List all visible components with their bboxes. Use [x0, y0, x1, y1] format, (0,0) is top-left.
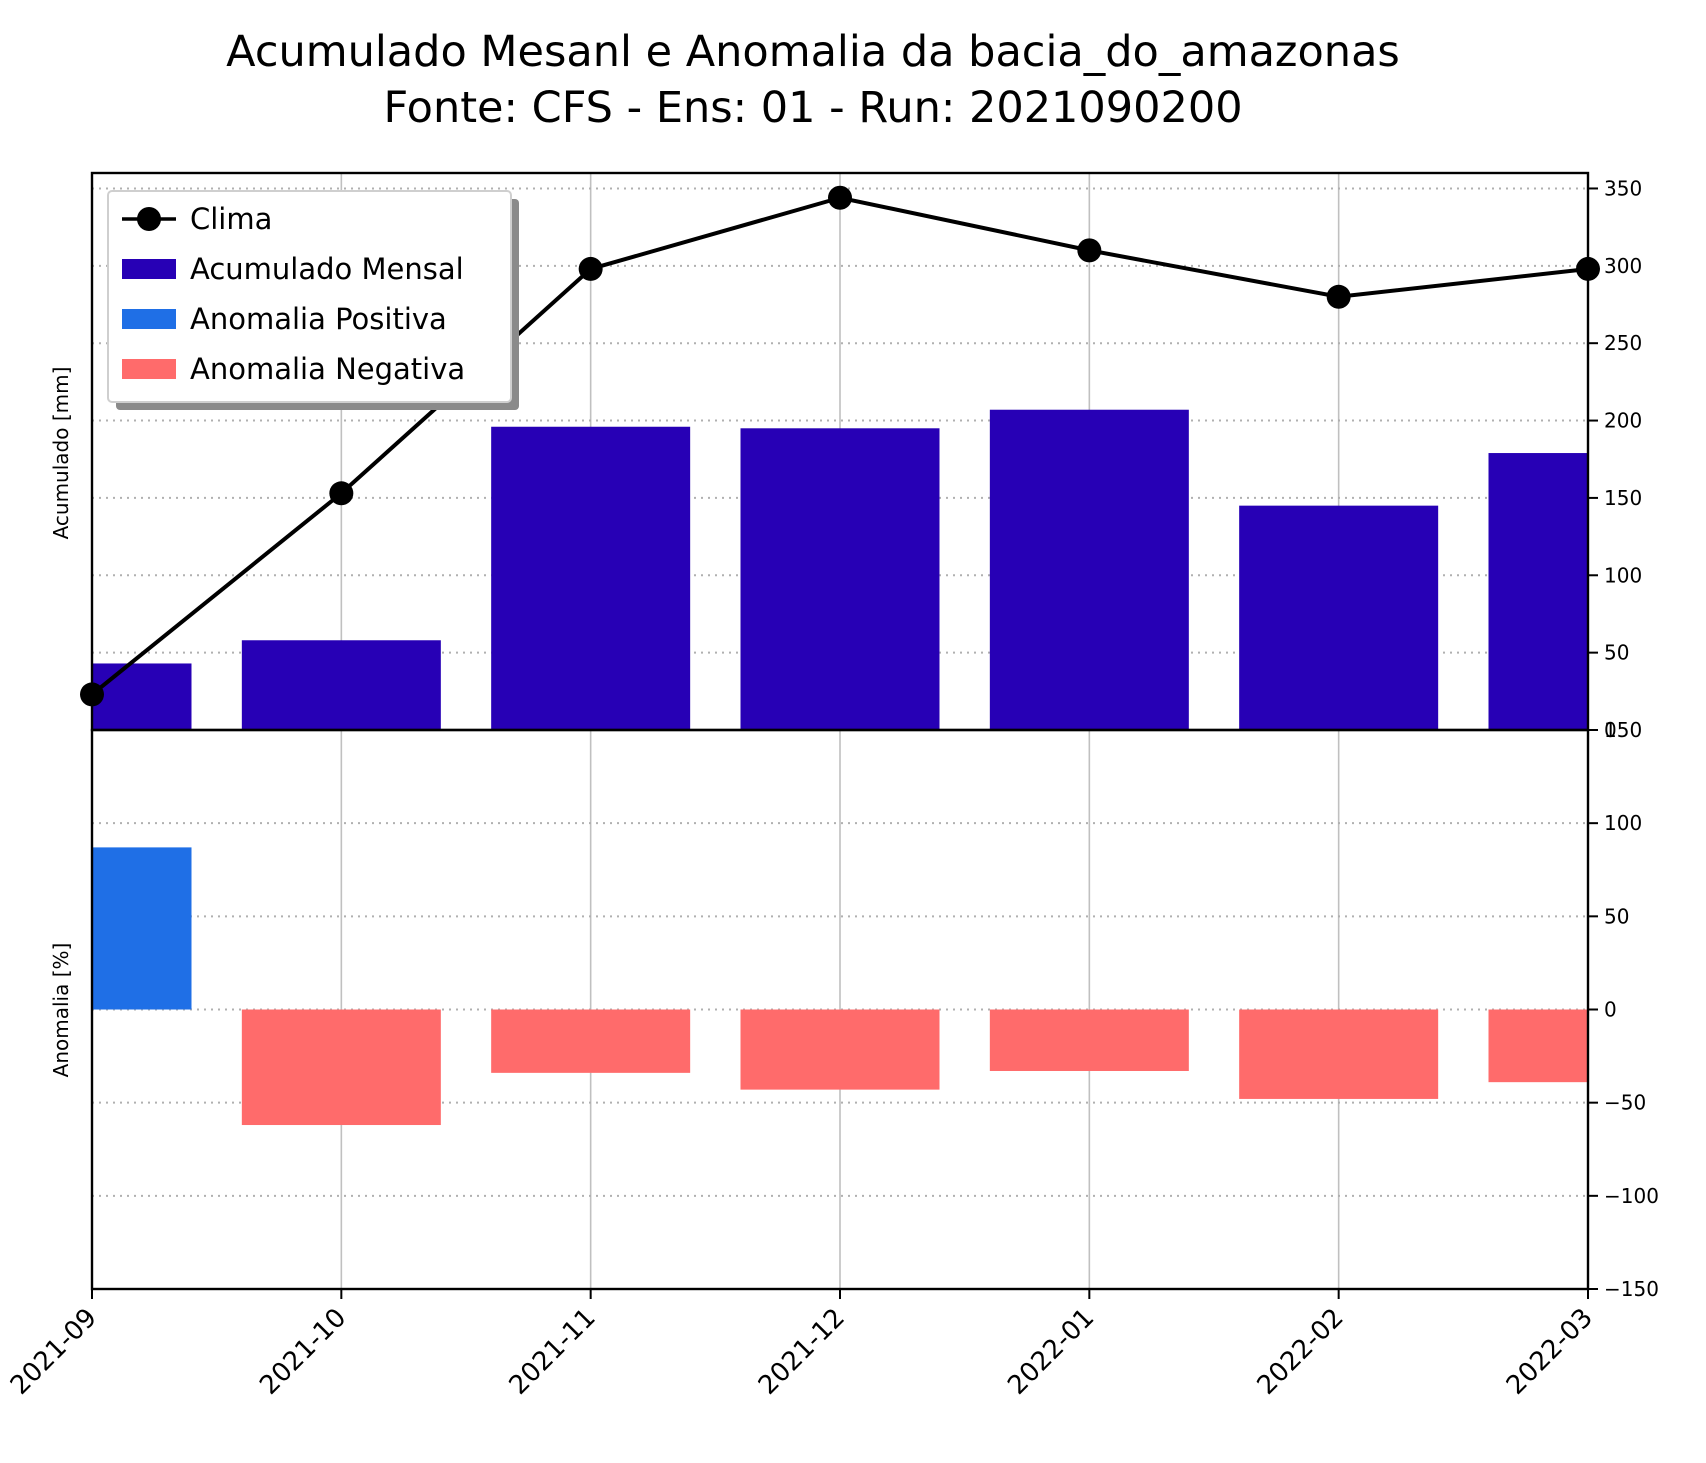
- legend-swatch: [122, 359, 176, 379]
- clima-point: [1077, 238, 1102, 263]
- acumulado-bar: [1488, 453, 1588, 730]
- legend-entry-label: Anomalia Negativa: [190, 352, 465, 386]
- bottom-y-tick-label: −100: [1604, 1184, 1659, 1208]
- legend-entry-label: Anomalia Positiva: [190, 302, 447, 336]
- anomalia-negativa-bar: [989, 1009, 1189, 1071]
- legend-swatch: [122, 309, 176, 329]
- bottom-y-axis-ticks: −150 −100 −50 0 50 100 150: [1588, 718, 1659, 1301]
- chart-title-line1: Acumulado Mesanl e Anomalia da bacia_do_…: [226, 27, 1400, 77]
- top-y-axis-ticks: 0 50 100 150 200 250 300 350: [1588, 176, 1642, 742]
- bottom-y-tick-label: 150: [1604, 718, 1642, 742]
- bottom-y-tick-label: −50: [1604, 1091, 1646, 1115]
- acumulado-bar: [1239, 505, 1439, 730]
- anomalia-positiva-bar: [92, 847, 192, 1010]
- top-y-tick-label: 300: [1604, 254, 1642, 278]
- x-tick-label: 2022-01: [1002, 1303, 1100, 1401]
- bottom-y-axis-label: Anomalia [%]: [49, 943, 73, 1078]
- top-y-tick-label: 200: [1604, 409, 1642, 433]
- top-y-tick-label: 100: [1604, 563, 1642, 587]
- anomalia-negativa-bar: [1488, 1009, 1588, 1083]
- bottom-y-tick-label: 0: [1604, 998, 1617, 1022]
- clima-point: [1326, 284, 1351, 309]
- acumulado-bar: [92, 663, 192, 730]
- acumulado-bars: [92, 409, 1588, 730]
- x-tick-label: 2021-11: [504, 1303, 602, 1401]
- chart-title-line2: Fonte: CFS - Ens: 01 - Run: 2021090200: [383, 83, 1242, 133]
- acumulado-bar: [241, 640, 441, 730]
- anomalia-negativa-bar: [491, 1009, 691, 1073]
- legend-swatch: [122, 259, 176, 279]
- acumulado-bar: [491, 426, 691, 730]
- anomalia-negativa-bar: [740, 1009, 940, 1090]
- top-y-axis-label: Acumulado [mm]: [49, 367, 73, 540]
- legend-entry-label: Clima: [190, 202, 272, 236]
- acumulado-bar: [989, 409, 1189, 730]
- x-tick-label: 2021-10: [254, 1303, 352, 1401]
- bottom-y-tick-label: −150: [1604, 1277, 1659, 1301]
- legend: Clima Acumulado Mensal Anomalia Positiva An…: [107, 190, 519, 410]
- top-y-tick-label: 350: [1604, 176, 1642, 200]
- clima-markers: [80, 185, 1600, 707]
- clima-point: [329, 481, 354, 506]
- clima-point: [828, 185, 852, 210]
- top-y-tick-label: 250: [1604, 331, 1642, 355]
- clima-point: [578, 256, 603, 281]
- anomalia-negativa-bar: [241, 1009, 441, 1126]
- anomalia-negativa-bar: [1239, 1009, 1439, 1099]
- x-tick-label: 2022-02: [1252, 1303, 1350, 1401]
- legend-box: [107, 190, 512, 403]
- bottom-y-tick-label: 100: [1604, 811, 1642, 835]
- x-tick-label: 2021-09: [5, 1303, 103, 1401]
- anomalia-bars: [92, 847, 1588, 1126]
- bottom-y-tick-label: 50: [1604, 904, 1629, 928]
- x-axis-ticks: 2021-09 2021-10 2021-11 2021-12 2022-01 2022-…: [5, 1289, 1599, 1401]
- top-y-tick-label: 0: [1604, 718, 1617, 742]
- acumulado-bar: [740, 428, 940, 730]
- top-y-tick-label: 50: [1604, 641, 1629, 665]
- x-tick-label: 2022-03: [1501, 1303, 1599, 1401]
- top-y-tick-label: 150: [1604, 486, 1642, 510]
- x-tick-label: 2021-12: [753, 1303, 851, 1401]
- legend-swatch-clima-marker: [137, 207, 161, 231]
- legend-entry-label: Acumulado Mensal: [190, 252, 464, 286]
